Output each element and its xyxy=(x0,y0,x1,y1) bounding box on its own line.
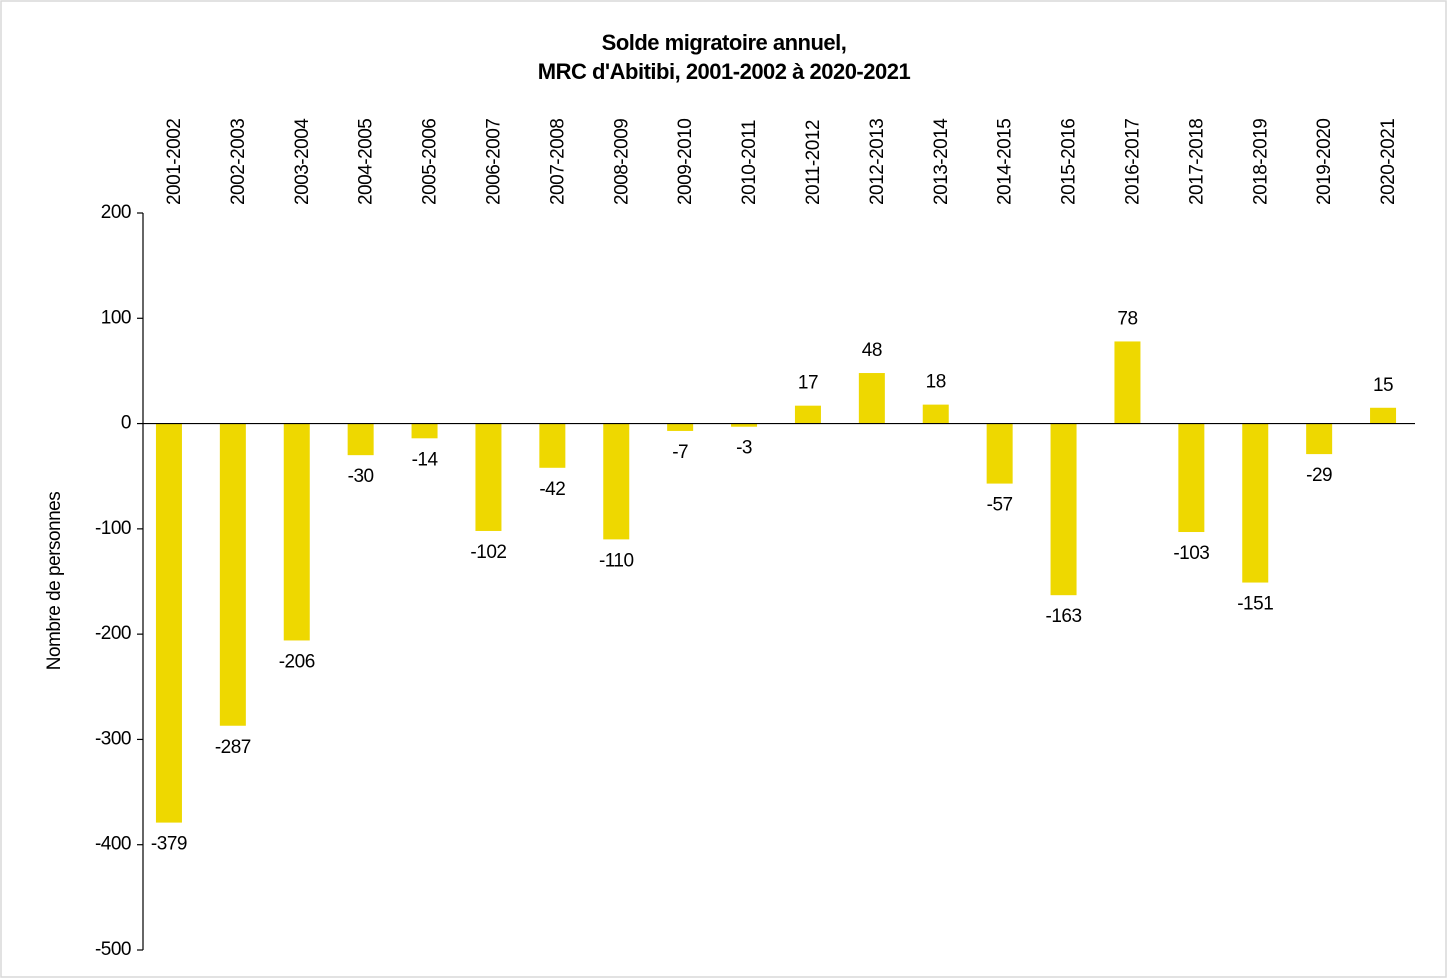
data-label: -102 xyxy=(470,542,506,563)
y-axis-label: Nombre de personnes xyxy=(44,492,65,671)
chart-title: MRC d'Abitibi, 2001-2002 à 2020-2021 xyxy=(538,59,911,84)
data-label: 48 xyxy=(862,340,882,361)
x-tick-label: 2009-2010 xyxy=(675,119,696,205)
bar xyxy=(1242,423,1269,583)
bar xyxy=(1050,423,1077,596)
bar xyxy=(858,373,885,424)
x-tick-label: 2010-2011 xyxy=(739,120,760,205)
bar xyxy=(411,423,438,439)
x-tick-label: 2011-2012 xyxy=(803,120,824,205)
bar xyxy=(603,423,630,540)
data-label: -57 xyxy=(987,495,1013,516)
y-tick-label: -200 xyxy=(95,623,131,644)
x-tick-label: 2008-2009 xyxy=(611,119,632,205)
y-tick-label: 100 xyxy=(101,307,131,328)
y-tick-label: -100 xyxy=(95,518,131,539)
x-tick-label: 2019-2020 xyxy=(1314,119,1335,205)
bar xyxy=(1370,407,1397,424)
x-tick-label: 2004-2005 xyxy=(356,119,377,205)
x-tick-label: 2012-2013 xyxy=(867,119,888,205)
chart-title: Solde migratoire annuel, xyxy=(602,30,847,55)
data-label: -163 xyxy=(1046,606,1082,627)
x-tick-label: 2015-2016 xyxy=(1059,119,1080,205)
data-label: 78 xyxy=(1117,308,1137,329)
data-label: -30 xyxy=(348,466,374,487)
data-label: -287 xyxy=(215,737,251,758)
x-tick-label: 2003-2004 xyxy=(292,118,313,205)
bar xyxy=(1178,423,1205,533)
x-tick-label: 2018-2019 xyxy=(1250,119,1271,205)
data-label: -103 xyxy=(1173,543,1209,564)
bar xyxy=(794,405,821,424)
bar xyxy=(731,423,758,427)
bar xyxy=(347,423,374,456)
data-label: -379 xyxy=(151,834,187,855)
data-label: -206 xyxy=(279,651,315,672)
data-label: -14 xyxy=(412,449,439,470)
bar xyxy=(667,423,694,431)
x-tick-label: 2005-2006 xyxy=(420,119,441,205)
data-label: -3 xyxy=(736,438,752,459)
data-label: -110 xyxy=(599,550,634,571)
data-label: 18 xyxy=(926,372,946,393)
data-label: -29 xyxy=(1306,465,1332,486)
bar xyxy=(1306,423,1333,455)
x-tick-label: 2014-2015 xyxy=(995,119,1016,205)
bar xyxy=(155,423,182,823)
bar xyxy=(475,423,502,531)
data-label: 17 xyxy=(798,373,818,394)
x-tick-label: 2002-2003 xyxy=(228,119,249,205)
y-tick-label: 0 xyxy=(121,413,131,434)
data-label: -7 xyxy=(672,442,688,463)
bar xyxy=(283,423,310,641)
y-tick-label: 200 xyxy=(101,202,131,223)
x-tick-label: 2006-2007 xyxy=(483,119,504,205)
data-label: -151 xyxy=(1237,594,1273,615)
x-tick-label: 2013-2014 xyxy=(931,118,952,205)
bar xyxy=(986,423,1013,484)
y-tick-label: -400 xyxy=(95,834,131,855)
bar xyxy=(539,423,566,468)
x-tick-label: 2016-2017 xyxy=(1122,119,1143,205)
x-tick-label: 2007-2008 xyxy=(547,119,568,205)
y-tick-label: -500 xyxy=(95,939,131,960)
bar xyxy=(219,423,246,726)
bar xyxy=(922,404,949,424)
y-tick-label: -300 xyxy=(95,728,131,749)
x-tick-label: 2017-2018 xyxy=(1186,119,1207,205)
x-tick-label: 2020-2021 xyxy=(1378,119,1399,205)
data-label: -42 xyxy=(539,479,565,500)
data-label: 15 xyxy=(1373,375,1393,396)
bar xyxy=(1114,341,1141,424)
x-tick-label: 2001-2002 xyxy=(164,119,185,205)
